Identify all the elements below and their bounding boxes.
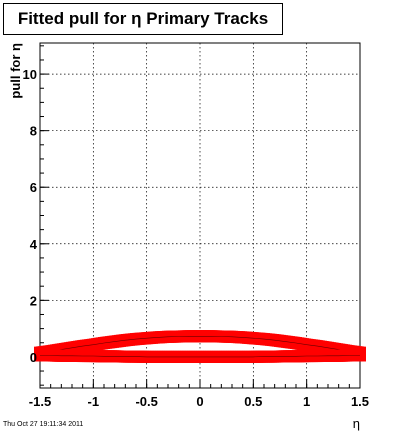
series-center-line [39, 336, 361, 353]
y-tick-label: 2 [30, 293, 37, 308]
x-tick-label: 1.5 [351, 394, 369, 409]
x-tick-label: 0 [196, 394, 203, 409]
x-tick-label: -1.5 [29, 394, 51, 409]
data-markers [34, 330, 366, 363]
timestamp-footer: Thu Oct 27 19:11:34 2011 [3, 421, 84, 428]
y-tick-label: 6 [30, 180, 37, 195]
chart-title-box: Fitted pull for η Primary Tracks [3, 3, 283, 35]
x-tick-label: 0.5 [244, 394, 262, 409]
x-tick-label: 1 [303, 394, 310, 409]
y-tick-label: 0 [30, 350, 37, 365]
series-center-line [40, 355, 360, 358]
y-tick-label: 8 [30, 124, 37, 139]
x-tick-label: -0.5 [135, 394, 157, 409]
y-tick-label: 4 [30, 237, 38, 252]
x-tick-label: -1 [88, 394, 100, 409]
x-axis-label: η [353, 416, 360, 431]
tick-labels: -1.5 -1 -0.5 0 0.5 1 1.5 0 2 4 6 8 10 [23, 67, 370, 409]
axis-ticks [39, 45, 361, 388]
chart-title: Fitted pull for η Primary Tracks [17, 9, 269, 28]
y-axis-label: pull for η [8, 43, 23, 99]
y-tick-label: 10 [23, 67, 37, 82]
